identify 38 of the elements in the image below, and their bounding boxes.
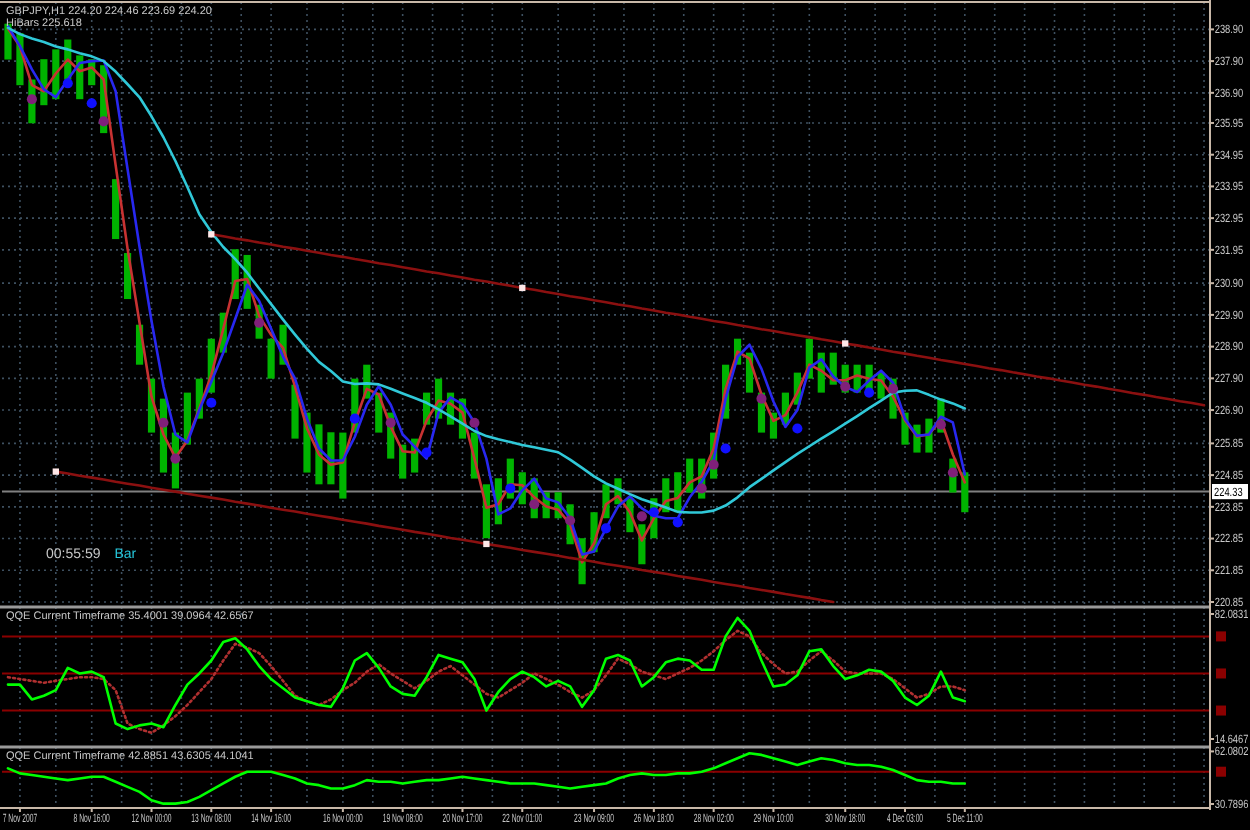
point xyxy=(421,447,432,458)
point xyxy=(672,517,683,528)
point xyxy=(519,284,526,292)
point xyxy=(840,381,851,392)
point xyxy=(86,98,97,109)
point xyxy=(483,540,490,548)
point xyxy=(254,317,265,328)
point xyxy=(600,523,612,534)
point xyxy=(62,78,73,89)
point xyxy=(529,499,540,510)
point xyxy=(888,383,899,394)
point xyxy=(206,397,217,408)
point xyxy=(385,417,396,428)
bar xyxy=(112,179,120,240)
point xyxy=(708,459,719,470)
point xyxy=(26,94,37,105)
point xyxy=(756,393,767,404)
point xyxy=(947,467,958,478)
point xyxy=(170,453,181,464)
point xyxy=(98,116,109,127)
point xyxy=(349,413,360,424)
point xyxy=(52,468,59,475)
point xyxy=(792,423,803,434)
point xyxy=(648,507,659,518)
point xyxy=(842,340,849,347)
point xyxy=(469,417,480,428)
line-series xyxy=(210,233,1206,407)
point xyxy=(636,511,647,522)
point xyxy=(720,443,731,454)
point xyxy=(208,231,215,238)
point xyxy=(696,483,707,494)
point xyxy=(505,483,516,494)
point xyxy=(935,419,946,430)
point xyxy=(864,387,875,398)
point xyxy=(565,515,576,526)
line-series xyxy=(6,751,967,805)
point xyxy=(158,417,169,428)
bar xyxy=(267,338,275,379)
